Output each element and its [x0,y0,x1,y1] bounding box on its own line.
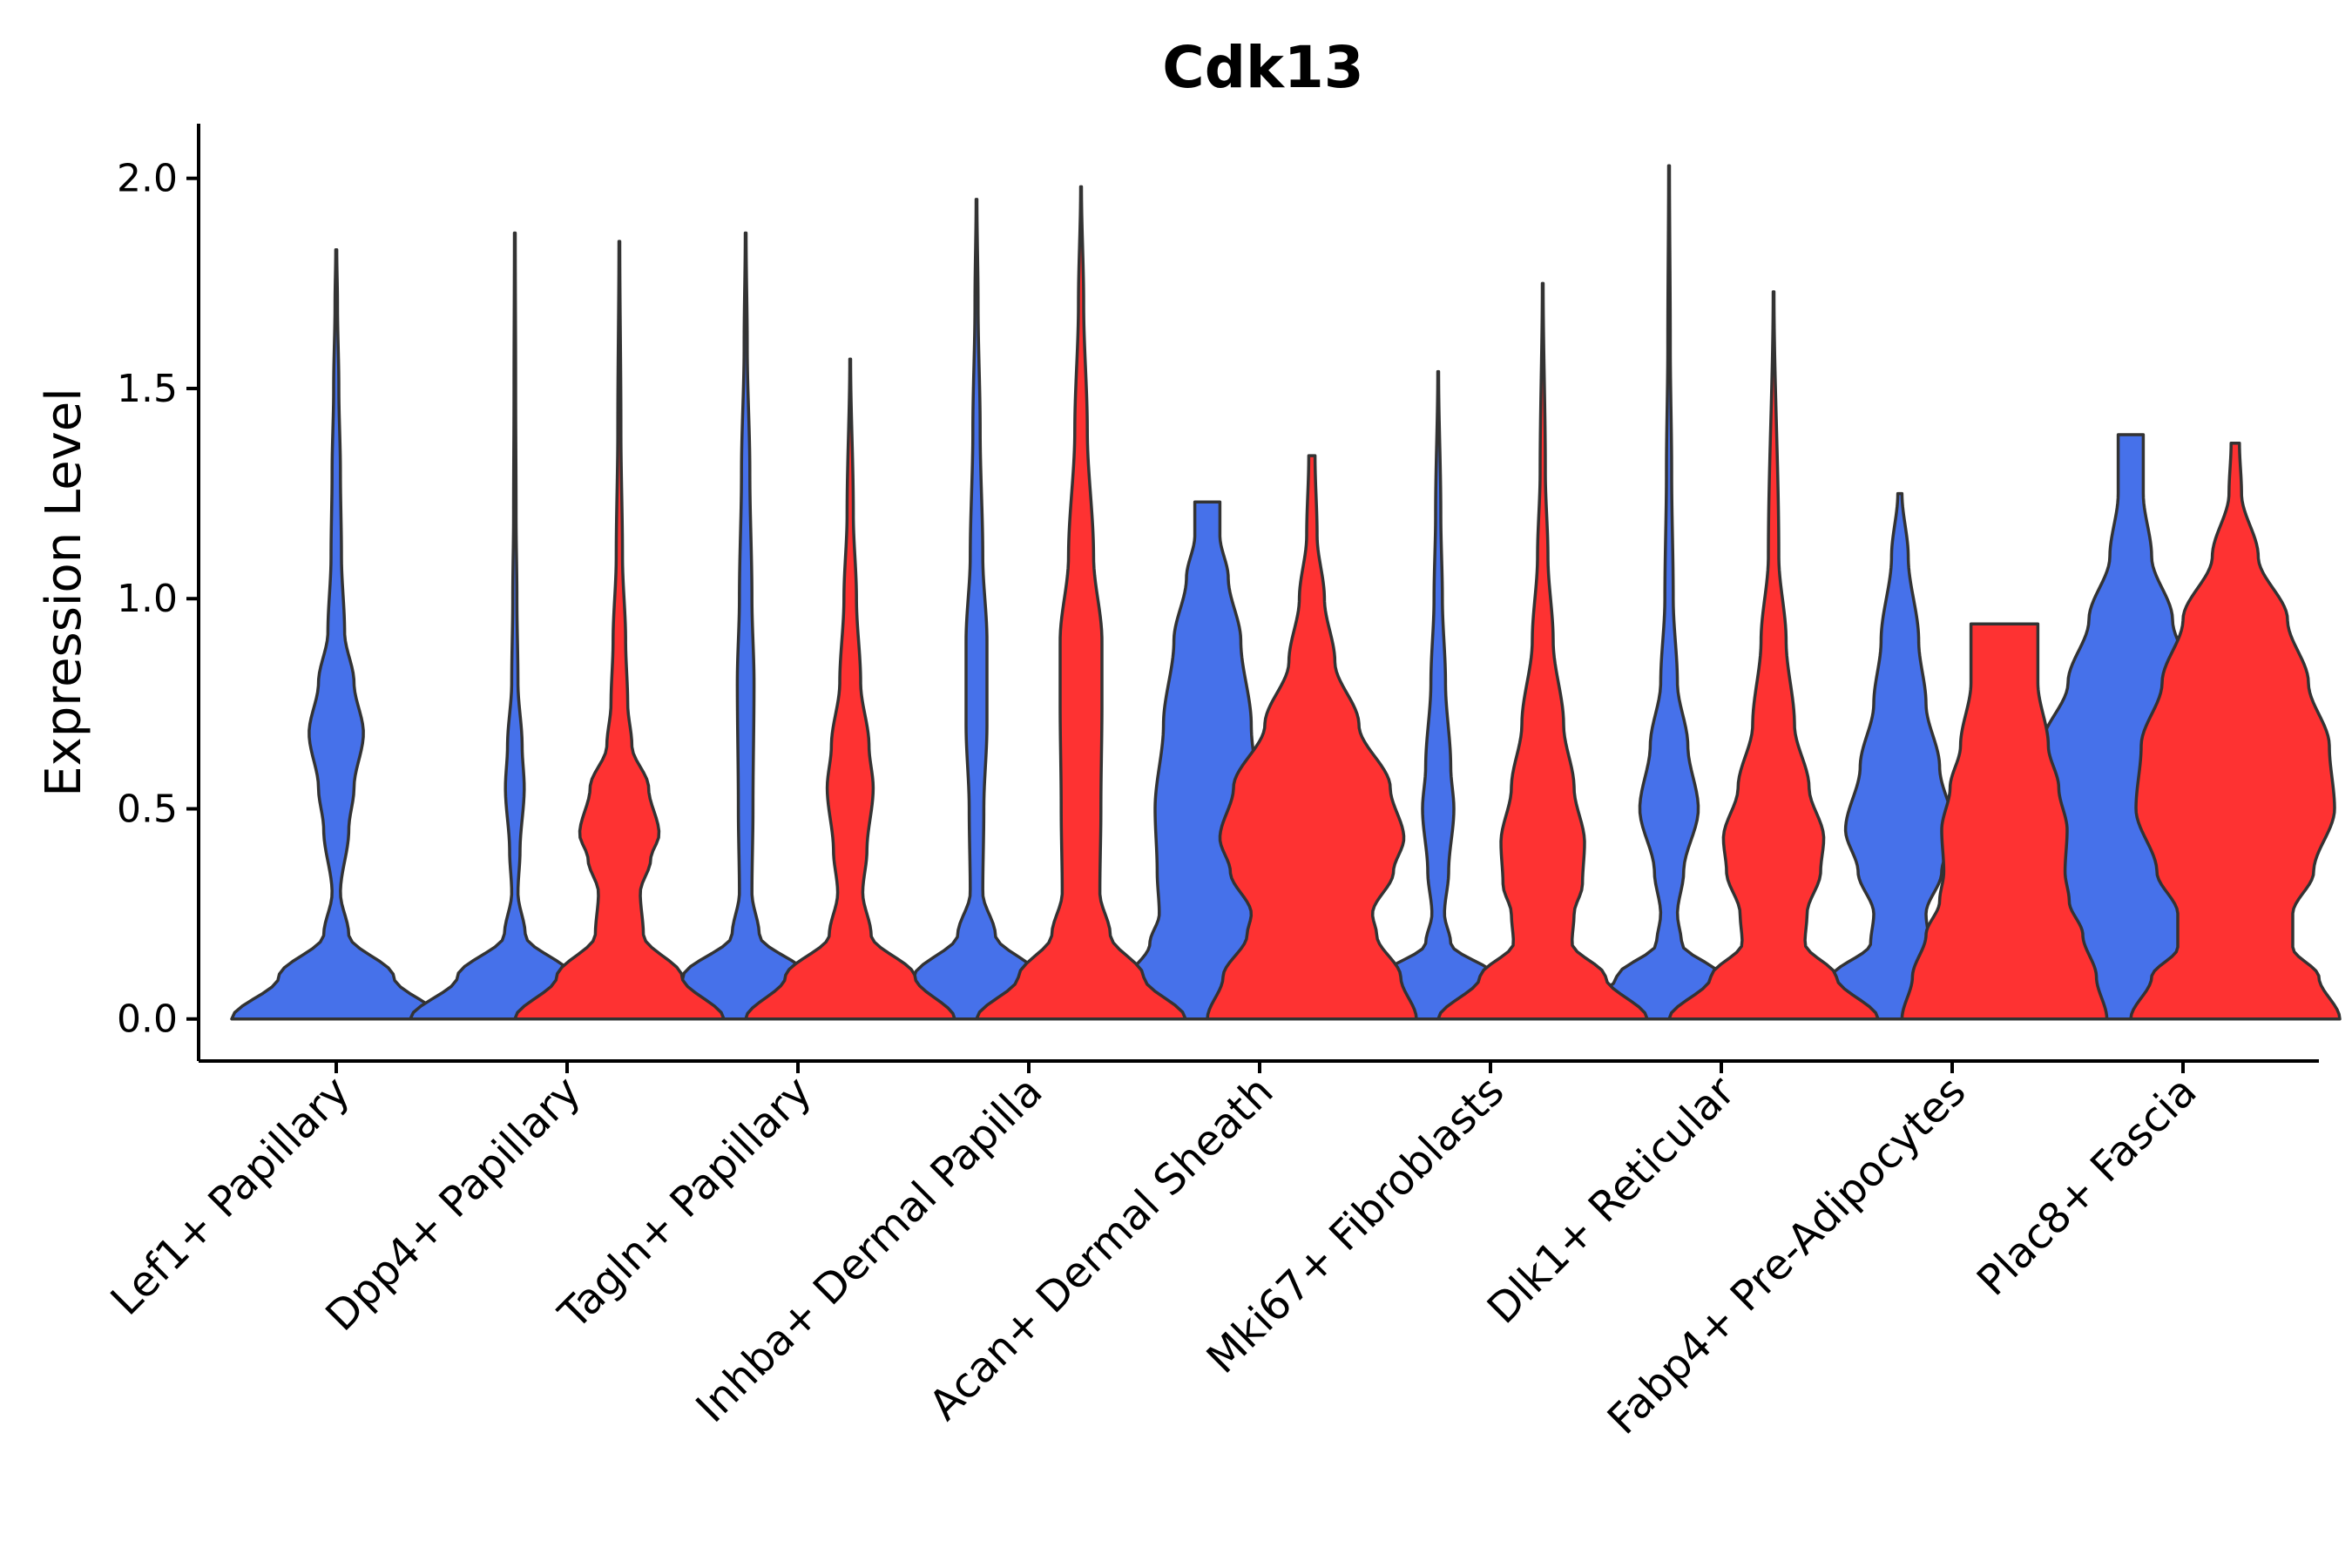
violin-group1-6 [1563,164,1775,1021]
violin-group2-3 [975,185,1187,1021]
violin-group1-5 [1332,369,1544,1021]
violin-group2-8 [2129,441,2342,1021]
x-tick-label-1: Dpp4+ Papillary [316,1067,590,1341]
y-tick-label-4: 2.0 [117,157,178,201]
y-tick-label-2: 1.0 [117,577,178,621]
violins-layer [230,164,2342,1021]
y-axis-label: Expression Level [36,388,92,797]
violin-group1-2 [639,231,852,1021]
violin-group2-6 [1667,290,1880,1021]
y-tick-label-0: 0.0 [117,997,178,1042]
y-tick-label-3: 1.5 [117,367,178,411]
violin-group2-2 [744,357,956,1021]
x-tick-label-8: Plac8+ Fascia [1968,1067,2207,1306]
violin-group2-4 [1206,454,1418,1021]
violin-group1-3 [870,198,1083,1021]
violin-group2-7 [1900,622,2109,1021]
chart-title: Cdk13 [1162,34,1363,101]
violin-group1-1 [409,231,621,1021]
y-tick-label-1: 0.5 [117,787,178,831]
x-tick-label-0: Lef1+ Papillary [102,1067,360,1325]
x-tick-label-6: Dlk1+ Reticular [1478,1067,1745,1334]
x-tick-label-2: Tagln+ Papillary [549,1067,821,1339]
violin-group1-0 [230,248,443,1021]
violin-group2-5 [1436,281,1649,1021]
violin-group2-1 [513,240,726,1021]
